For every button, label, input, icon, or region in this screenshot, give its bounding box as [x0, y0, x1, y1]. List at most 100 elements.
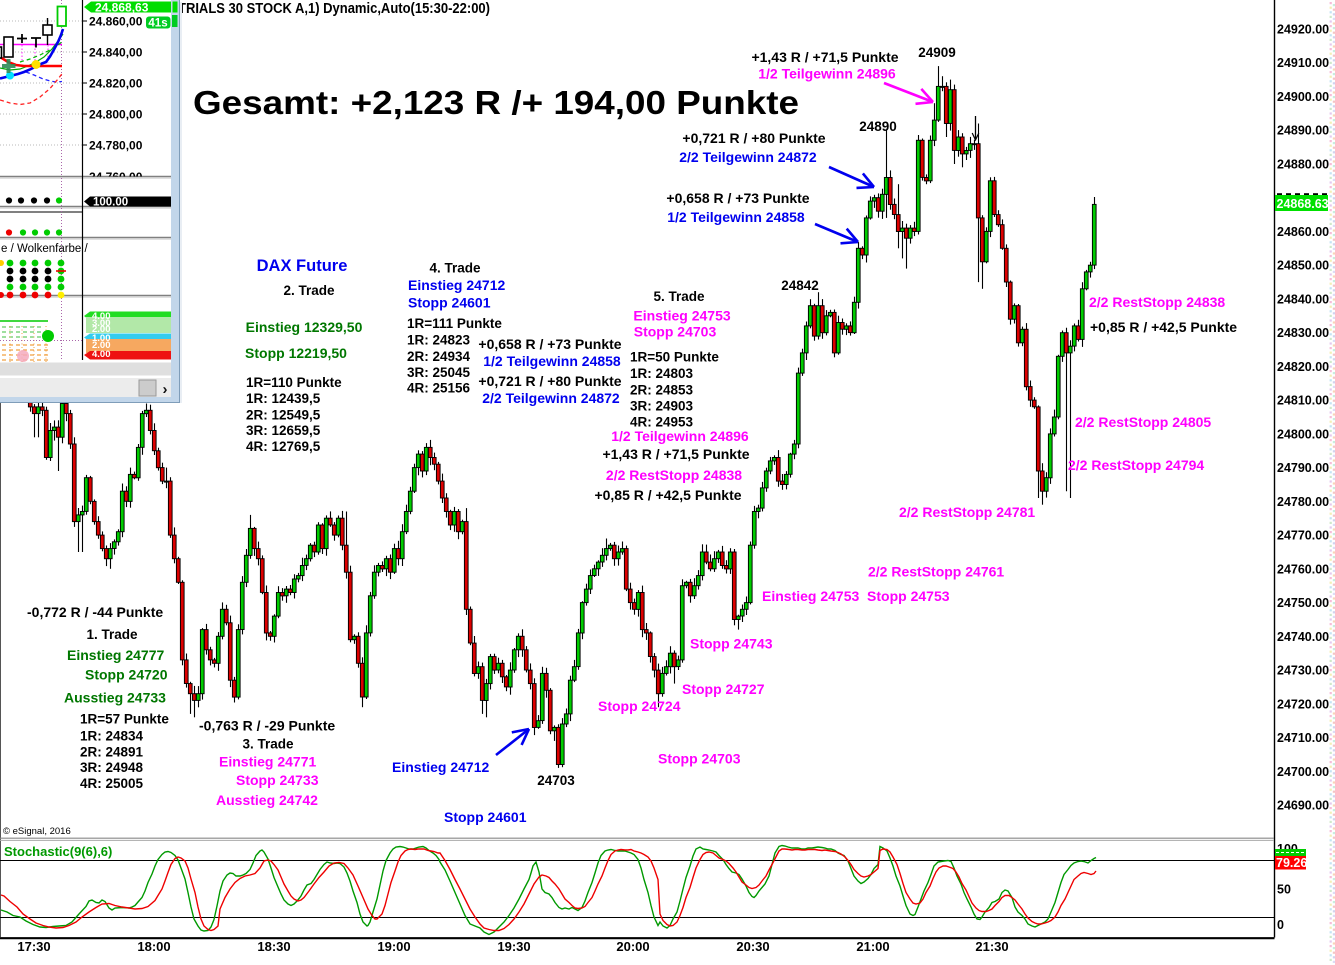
svg-text:24800.00: 24800.00 — [1277, 427, 1329, 441]
svg-text:24860.00: 24860.00 — [1277, 225, 1329, 239]
svg-text:2/2 RestStopp 24838: 2/2 RestStopp 24838 — [606, 467, 742, 483]
svg-text:Stopp 24743: Stopp 24743 — [690, 636, 773, 652]
svg-text:3. Trade: 3. Trade — [242, 737, 294, 752]
svg-text:›: › — [163, 381, 168, 398]
svg-text:19:00: 19:00 — [377, 939, 410, 954]
svg-text:1R=111 Punkte: 1R=111 Punkte — [407, 316, 502, 331]
svg-text:Stopp 24601: Stopp 24601 — [444, 809, 527, 825]
svg-text:24890: 24890 — [859, 119, 897, 134]
svg-text:Stopp 24724: Stopp 24724 — [598, 698, 681, 714]
svg-text:3R: 25045: 3R: 25045 — [407, 365, 471, 380]
svg-text:4.00: 4.00 — [92, 311, 111, 322]
svg-text:24890.00: 24890.00 — [1277, 124, 1329, 138]
svg-text:Stopp 24733: Stopp 24733 — [236, 772, 319, 788]
svg-text:24830.00: 24830.00 — [1277, 326, 1329, 340]
svg-text:DAX Future: DAX Future — [257, 257, 348, 275]
svg-text:Einstieg 24712: Einstieg 24712 — [392, 759, 489, 775]
svg-text:2.00: 2.00 — [92, 340, 111, 351]
svg-text:Stopp 24703: Stopp 24703 — [634, 324, 717, 340]
svg-text:24868.63: 24868.63 — [1277, 197, 1329, 211]
svg-text:Stopp 24727: Stopp 24727 — [682, 681, 765, 697]
svg-text:1R: 24834: 1R: 24834 — [80, 729, 144, 744]
svg-text:20:00: 20:00 — [616, 939, 649, 954]
svg-text:Einstieg 24753: Einstieg 24753 — [633, 308, 730, 324]
svg-text:Ausstieg 24742: Ausstieg 24742 — [216, 792, 318, 808]
svg-text:24710.00: 24710.00 — [1277, 731, 1329, 745]
svg-text:24.760,00: 24.760,00 — [89, 170, 143, 184]
svg-text:+0,658 R / +73 Punkte: +0,658 R / +73 Punkte — [478, 336, 621, 352]
svg-text:24.780,00: 24.780,00 — [89, 139, 143, 153]
svg-text:1R: 24803: 1R: 24803 — [630, 366, 694, 381]
svg-text:3R: 24903: 3R: 24903 — [630, 399, 694, 414]
svg-text:-0,772 R / -44 Punkte: -0,772 R / -44 Punkte — [27, 604, 163, 620]
svg-text:24700.00: 24700.00 — [1277, 765, 1329, 779]
svg-text:24703: 24703 — [537, 773, 575, 788]
svg-text:Einstieg 24777: Einstieg 24777 — [67, 647, 164, 663]
svg-text:24760.00: 24760.00 — [1277, 562, 1329, 576]
svg-text:4. Trade: 4. Trade — [429, 261, 481, 276]
svg-text:2/2 RestStopp 24761: 2/2 RestStopp 24761 — [868, 564, 1004, 580]
svg-text:2/2 Teilgewinn 24872: 2/2 Teilgewinn 24872 — [679, 149, 817, 165]
svg-text:24730.00: 24730.00 — [1277, 664, 1329, 678]
svg-text:Stopp 24703: Stopp 24703 — [658, 751, 741, 767]
svg-text:24780.00: 24780.00 — [1277, 495, 1329, 509]
svg-text:21:00: 21:00 — [856, 939, 889, 954]
svg-text:24.820,00: 24.820,00 — [89, 77, 143, 91]
svg-text:+0,721 R / +80 Punkte: +0,721 R / +80 Punkte — [478, 373, 621, 389]
svg-text:24750.00: 24750.00 — [1277, 596, 1329, 610]
svg-text:1R: 24823: 1R: 24823 — [407, 333, 471, 348]
svg-text:4.00: 4.00 — [92, 349, 111, 360]
svg-text:24690.00: 24690.00 — [1277, 799, 1329, 813]
svg-text:1/2 Teilgewinn 24896: 1/2 Teilgewinn 24896 — [758, 66, 896, 82]
svg-text:+1,43 R / +71,5 Punkte: +1,43 R / +71,5 Punkte — [602, 446, 749, 462]
svg-text:TRIALS 30 STOCK A,1) Dynamic,A: TRIALS 30 STOCK A,1) Dynamic,Auto(15:30-… — [178, 1, 490, 17]
svg-text:3.00: 3.00 — [92, 318, 111, 329]
svg-text:41s: 41s — [148, 18, 167, 30]
svg-text:0: 0 — [1277, 918, 1284, 932]
svg-text:4R: 25005: 4R: 25005 — [80, 776, 144, 791]
svg-text:5. Trade: 5. Trade — [653, 289, 705, 304]
svg-text:+0,721 R / +80 Punkte: +0,721 R / +80 Punkte — [682, 130, 825, 146]
svg-text:Stochastic(9(6),6): Stochastic(9(6),6) — [4, 844, 112, 859]
svg-text:2R: 24934: 2R: 24934 — [407, 349, 471, 364]
svg-text:2R: 12549,5: 2R: 12549,5 — [246, 408, 321, 423]
svg-text:Stopp 24720: Stopp 24720 — [85, 667, 168, 683]
svg-text:e / Wolkenfarbe /: e / Wolkenfarbe / — [1, 243, 89, 255]
svg-text:2/2 Teilgewinn 24872: 2/2 Teilgewinn 24872 — [482, 390, 620, 406]
svg-text:Einstieg 24753 Stopp 24753: Einstieg 24753 Stopp 24753 — [762, 588, 950, 604]
svg-text:1/2 Teilgewinn 24858: 1/2 Teilgewinn 24858 — [483, 353, 621, 369]
svg-text:4R: 25156: 4R: 25156 — [407, 381, 471, 396]
svg-text:-0,763 R / -29 Punkte: -0,763 R / -29 Punkte — [199, 718, 335, 734]
svg-text:1R=57 Punkte: 1R=57 Punkte — [80, 712, 169, 727]
svg-text:+1,43 R / +71,5 Punkte: +1,43 R / +71,5 Punkte — [751, 49, 898, 65]
svg-text:24770.00: 24770.00 — [1277, 529, 1329, 543]
svg-text:24790.00: 24790.00 — [1277, 461, 1329, 475]
svg-text:17:30: 17:30 — [17, 939, 50, 954]
svg-text:18:30: 18:30 — [257, 939, 290, 954]
svg-text:1R=110 Punkte: 1R=110 Punkte — [246, 375, 342, 390]
svg-text:2.00: 2.00 — [92, 324, 111, 335]
svg-text:1.00: 1.00 — [92, 333, 111, 344]
svg-text:50: 50 — [1277, 883, 1291, 897]
svg-text:79.26: 79.26 — [1276, 856, 1307, 870]
svg-text:24.860,00: 24.860,00 — [89, 15, 143, 29]
svg-text:2R: 24891: 2R: 24891 — [80, 745, 144, 760]
svg-text:3R: 12659,5: 3R: 12659,5 — [246, 423, 321, 438]
svg-text:4R: 24953: 4R: 24953 — [630, 415, 694, 430]
svg-text:1. Trade: 1. Trade — [86, 627, 138, 642]
svg-text:+0,658 R / +73 Punkte: +0,658 R / +73 Punkte — [666, 190, 809, 206]
svg-text:24840.00: 24840.00 — [1277, 292, 1329, 306]
svg-text:19:30: 19:30 — [497, 939, 530, 954]
svg-text:24.800,00: 24.800,00 — [89, 108, 143, 122]
svg-text:2/2 RestStopp 24838: 2/2 RestStopp 24838 — [1089, 294, 1225, 310]
svg-text:24820.00: 24820.00 — [1277, 360, 1329, 374]
svg-text:Stopp 24601: Stopp 24601 — [408, 295, 491, 311]
svg-text:2/2 RestStopp 24805: 2/2 RestStopp 24805 — [1075, 414, 1211, 430]
svg-text:24740.00: 24740.00 — [1277, 630, 1329, 644]
svg-text:4R: 12769,5: 4R: 12769,5 — [246, 439, 321, 454]
svg-text:+0,85 R / +42,5 Punkte: +0,85 R / +42,5 Punkte — [594, 487, 741, 503]
svg-text:24.868,63: 24.868,63 — [95, 1, 149, 15]
svg-text:24910.00: 24910.00 — [1277, 56, 1329, 70]
svg-text:3R: 24948: 3R: 24948 — [80, 760, 144, 775]
svg-text:24880.00: 24880.00 — [1277, 158, 1329, 172]
